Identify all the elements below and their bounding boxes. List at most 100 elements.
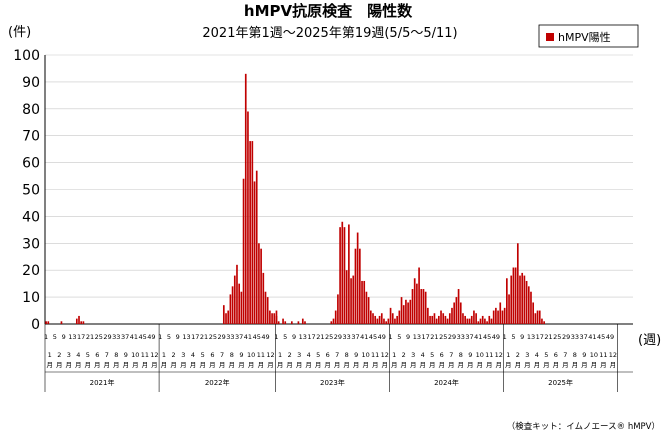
month-tick-label: 7	[563, 351, 567, 359]
month-tick-label: 4	[307, 351, 311, 359]
week-tick-label: 17	[307, 333, 315, 341]
bar	[477, 321, 480, 324]
month-suffix-label: 月	[429, 361, 436, 369]
month-tick-label: 11	[599, 351, 607, 359]
week-tick-label: 13	[413, 333, 421, 341]
bar	[536, 310, 539, 324]
bar	[470, 315, 473, 324]
month-tick-label: 10	[590, 351, 598, 359]
month-tick-label: 9	[124, 351, 128, 359]
week-tick-label: 13	[68, 333, 76, 341]
y-tick-label: 60	[22, 156, 40, 172]
bar	[385, 321, 388, 324]
month-tick-label: 4	[76, 351, 80, 359]
bar	[396, 315, 398, 324]
bar	[530, 291, 532, 324]
month-suffix-label: 月	[229, 361, 236, 369]
month-suffix-label: 月	[75, 361, 82, 369]
month-suffix-label: 月	[467, 361, 474, 369]
bar	[240, 291, 243, 324]
month-suffix-label: 月	[123, 361, 130, 369]
month-suffix-label: 月	[562, 361, 569, 369]
month-tick-label: 11	[485, 351, 493, 359]
month-tick-label: 2	[516, 351, 520, 359]
bar	[354, 248, 357, 324]
week-tick-label: 37	[579, 333, 587, 341]
bar	[387, 318, 390, 324]
month-suffix-label: 月	[305, 361, 312, 369]
month-suffix-label: 月	[248, 361, 255, 369]
bar	[260, 248, 262, 324]
month-tick-label: 5	[316, 351, 320, 359]
bar	[389, 307, 392, 324]
bar	[345, 270, 348, 324]
bar	[510, 275, 513, 324]
month-suffix-label: 月	[324, 361, 331, 369]
month-tick-label: 5	[86, 351, 90, 359]
month-suffix-label: 月	[477, 361, 484, 369]
month-tick-label: 7	[335, 351, 339, 359]
week-tick-label: 45	[253, 333, 261, 341]
chart-subtitle: 2021年第1週～2025年第19週(5/5～5/11)	[202, 26, 457, 41]
bar	[538, 310, 541, 324]
week-tick-label: 13	[299, 333, 307, 341]
bar	[60, 321, 63, 324]
week-tick-label: 49	[261, 333, 269, 341]
bar	[332, 318, 335, 324]
week-tick-label: 25	[325, 333, 333, 341]
bar	[78, 315, 80, 324]
bar	[427, 307, 429, 324]
bar	[233, 275, 236, 324]
bar	[481, 315, 484, 324]
bar	[501, 310, 504, 324]
month-tick-label: 1	[392, 351, 396, 359]
bar	[442, 313, 445, 324]
y-tick-label: 10	[22, 290, 40, 306]
bar	[251, 141, 254, 324]
week-tick-label: 37	[351, 333, 359, 341]
bar	[352, 275, 355, 324]
month-suffix-label: 月	[66, 361, 73, 369]
month-tick-label: 7	[449, 351, 453, 359]
week-tick-label: 45	[483, 333, 491, 341]
bar	[262, 272, 265, 324]
bar	[497, 310, 499, 324]
bar	[416, 283, 418, 324]
week-tick-label: 17	[536, 333, 544, 341]
bar	[462, 313, 464, 324]
week-tick-label: 25	[553, 333, 561, 341]
bar	[290, 321, 293, 324]
month-suffix-label: 月	[315, 361, 322, 369]
bar	[383, 318, 385, 324]
bar	[337, 294, 339, 324]
week-tick-label: 13	[182, 333, 190, 341]
bar	[348, 224, 350, 324]
bar	[365, 291, 368, 324]
bar	[391, 313, 394, 324]
bar	[405, 299, 407, 324]
bar	[231, 286, 234, 324]
bar	[525, 280, 528, 324]
bar	[433, 313, 436, 324]
bar	[516, 243, 519, 324]
month-tick-label: 12	[495, 351, 503, 359]
month-suffix-label: 月	[47, 361, 54, 369]
month-tick-label: 4	[535, 351, 539, 359]
week-tick-label: 29	[334, 333, 342, 341]
bar	[444, 315, 447, 324]
bar	[532, 302, 535, 324]
x-axis-unit: (週)	[638, 333, 661, 348]
month-suffix-label: 月	[209, 361, 216, 369]
week-tick-label: 21	[86, 333, 94, 341]
bar	[378, 315, 381, 324]
month-suffix-label: 月	[505, 361, 512, 369]
month-suffix-label: 月	[448, 361, 455, 369]
month-tick-label: 8	[573, 351, 577, 359]
bar	[424, 291, 427, 324]
week-tick-label: 9	[520, 333, 524, 341]
month-tick-label: 2	[402, 351, 406, 359]
bar	[451, 307, 453, 324]
bar	[448, 313, 451, 324]
bar	[484, 318, 486, 324]
